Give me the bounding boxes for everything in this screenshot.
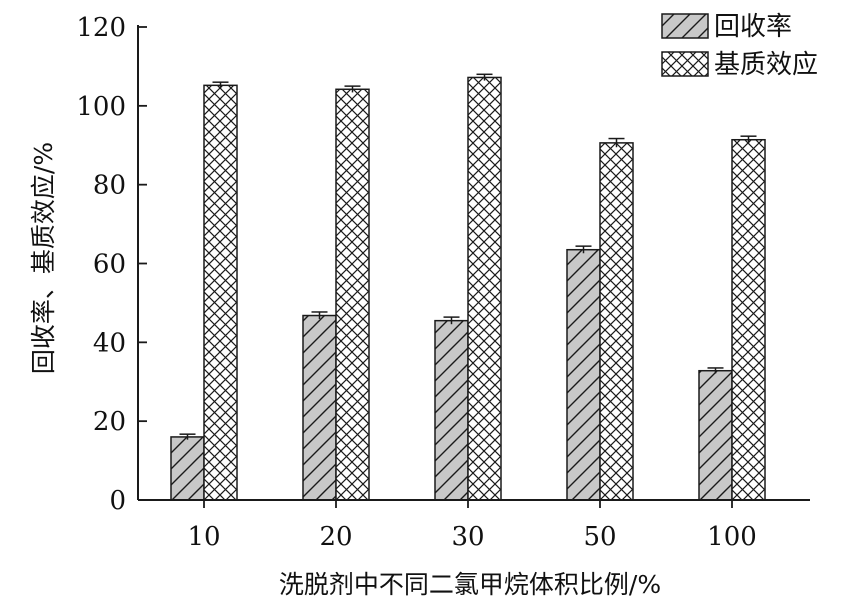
x-tick-label-30: 30 — [451, 522, 484, 552]
error-bar-matrix-effect-20 — [344, 85, 361, 93]
bar-recovery-30 — [434, 319, 469, 501]
bar-recovery-50 — [566, 248, 601, 501]
y-tick-label-20: 20 — [93, 407, 126, 437]
y-tick-label-80: 80 — [93, 171, 126, 201]
error-bar-recovery-20 — [311, 311, 328, 320]
y-tick-label-60: 60 — [93, 250, 126, 280]
legend-label-matrix-effect: 基质效应 — [714, 50, 818, 80]
bar-matrix-effect-10 — [203, 84, 238, 501]
legend-item-recovery: 回收率 — [661, 12, 792, 42]
bar-recovery-100 — [698, 369, 733, 501]
legend-swatch-matrix-effect — [661, 51, 709, 77]
bar-matrix-effect-20 — [335, 88, 370, 501]
x-tick-label-20: 20 — [319, 522, 352, 552]
error-bar-recovery-100 — [707, 367, 724, 374]
y-tick-label-100: 100 — [76, 92, 126, 122]
bar-recovery-10 — [170, 436, 205, 501]
x-tick-label-10: 10 — [187, 522, 220, 552]
legend-item-matrix-effect: 基质效应 — [661, 50, 818, 80]
bar-matrix-effect-100 — [731, 138, 766, 501]
error-bar-matrix-effect-30 — [476, 73, 493, 81]
x-tick-label-50: 50 — [583, 522, 616, 552]
y-tick-label-120: 120 — [76, 13, 126, 43]
error-bar-matrix-effect-10 — [212, 81, 229, 89]
bar-matrix-effect-50 — [599, 142, 634, 501]
x-axis-title: 洗脱剂中不同二氯甲烷体积比例/% — [279, 570, 661, 599]
legend-label-recovery: 回收率 — [714, 12, 792, 42]
error-bar-recovery-30 — [443, 316, 460, 325]
error-bar-recovery-10 — [179, 433, 196, 440]
error-bar-recovery-50 — [575, 245, 592, 254]
legend-swatch-recovery — [661, 13, 709, 39]
y-axis-title: 回收率、基质效应/% — [29, 142, 58, 374]
y-tick-label-0: 0 — [109, 486, 126, 516]
bar-matrix-effect-30 — [467, 76, 502, 501]
error-bar-matrix-effect-100 — [740, 135, 757, 144]
error-bar-matrix-effect-50 — [608, 137, 625, 148]
y-tick-label-40: 40 — [93, 328, 126, 358]
x-tick-label-100: 100 — [707, 522, 757, 552]
bar-recovery-20 — [302, 314, 337, 501]
